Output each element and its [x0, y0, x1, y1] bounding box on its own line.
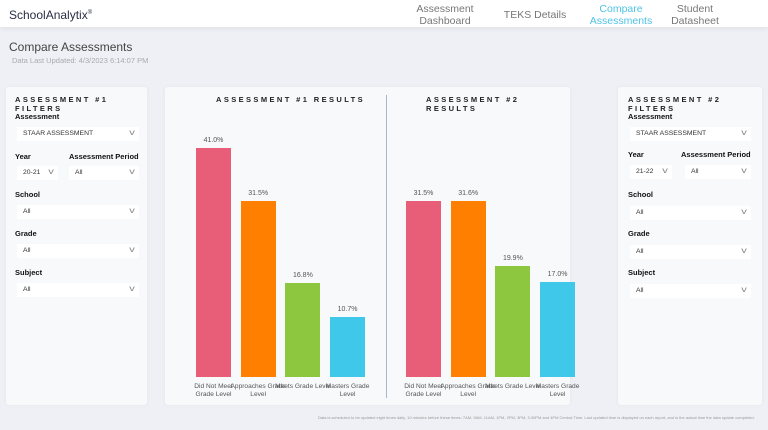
brand-logo[interactable]: SchoolAnalytix® [9, 8, 92, 22]
data-label: 19.9% [502, 254, 523, 262]
selected-value: All [636, 248, 644, 255]
bar-1-2[interactable] [240, 201, 276, 377]
nav-compare-assessments[interactable]: Compare Assessments [589, 3, 653, 27]
bar-2-1[interactable] [406, 201, 441, 377]
subject-select[interactable]: All v [17, 283, 139, 297]
selected-value: All [636, 209, 644, 216]
chevron-down-icon: v [129, 284, 135, 293]
bar-2-3[interactable] [495, 265, 531, 377]
nav-teks-details[interactable]: TEKS Details [503, 9, 567, 21]
assessment-period-label: Assessment Period [681, 150, 751, 159]
assessment-period-select[interactable]: All v [69, 166, 139, 180]
page-title: Compare Assessments [9, 40, 133, 54]
grade-label: Grade [15, 229, 37, 238]
selected-value: All [636, 287, 644, 294]
chevron-down-icon: v [129, 167, 135, 176]
chevron-down-icon: v [741, 128, 747, 137]
year-label: Year [628, 150, 644, 159]
grade-select[interactable]: All v [17, 244, 139, 258]
chevron-down-icon: v [662, 166, 668, 175]
assessment-period-select[interactable]: All v [685, 165, 751, 179]
year-select[interactable]: 21-22 v [630, 165, 672, 179]
year-label: Year [15, 152, 31, 161]
chevron-down-icon: v [48, 167, 54, 176]
chevron-down-icon: v [741, 166, 747, 175]
category-label: Did Not Meet Grade Level [194, 383, 233, 398]
category-label: Meets Grade Level [275, 383, 331, 390]
subject-label: Subject [628, 268, 656, 277]
subject-label: Subject [15, 268, 43, 277]
bar-2-2[interactable] [450, 200, 486, 377]
grade-select[interactable]: All v [630, 245, 751, 259]
selected-value: All [23, 247, 31, 254]
selected-value: 21-22 [636, 168, 654, 175]
chevron-down-icon: v [129, 128, 135, 137]
bar-1-3[interactable] [285, 283, 321, 377]
school-label: School [15, 190, 41, 199]
chart-divider [386, 95, 387, 398]
panel-title: ASSESSMENT #1 FILTERS [15, 95, 109, 113]
category-label: Meets Grade Level [485, 383, 541, 390]
school-select[interactable]: All v [17, 205, 139, 219]
last-updated: Data Last Updated: 4/3/2023 6:14:07 PM [12, 56, 149, 65]
assessment-1-filters-panel: ASSESSMENT #1 FILTERS Assessment STAAR A… [6, 87, 147, 405]
category-label: Masters Grade Level [535, 383, 580, 398]
subject-select[interactable]: All v [630, 284, 751, 298]
bar-1-1[interactable] [196, 148, 231, 377]
nav-assessment-dashboard[interactable]: Assessment Dashboard [416, 3, 474, 27]
data-label: 31.5% [248, 190, 269, 198]
school-select[interactable]: All v [630, 206, 751, 220]
assessment-2-filters-panel: ASSESSMENT #2 FILTERS Assessment STAAR A… [618, 87, 762, 405]
bar-1-4[interactable] [330, 317, 366, 377]
category-label: Did Not Meet Grade Level [404, 383, 443, 398]
assessment-label: Assessment [628, 112, 673, 121]
bar-2-4[interactable] [540, 282, 576, 377]
results-charts-panel: ASSESSMENT #1 RESULTS ASSESSMENT #2 RESU… [165, 87, 579, 405]
school-label: School [628, 190, 654, 199]
assessment-label: Assessment [15, 112, 60, 121]
data-label: 31.5% [413, 190, 434, 198]
panel-title: ASSESSMENT #2 FILTERS [628, 95, 722, 113]
assessment-select[interactable]: STAAR ASSESSMENT v [630, 127, 751, 141]
selected-value: All [23, 286, 31, 293]
data-label: 17.0% [547, 271, 568, 279]
footer-note: Data is scheduled to be updated eight ti… [318, 415, 755, 420]
category-label: Approaches Grade Level [440, 383, 496, 398]
selected-value: All [75, 169, 83, 176]
category-label: Approaches Grade Level [230, 383, 286, 398]
grade-label: Grade [628, 229, 650, 238]
year-select[interactable]: 20-21 v [17, 166, 58, 180]
chevron-down-icon: v [129, 245, 135, 254]
selected-value: All [691, 168, 699, 175]
data-label: 31.6% [458, 189, 479, 197]
selected-value: STAAR ASSESSMENT [636, 130, 707, 137]
assessment-select[interactable]: STAAR ASSESSMENT v [17, 127, 139, 141]
registered-mark: ® [87, 10, 93, 16]
nav-student-datasheet[interactable]: Student Datasheet [671, 3, 719, 27]
top-header: SchoolAnalytix® Assessment Dashboard TEK… [0, 0, 768, 27]
data-label: 10.7% [337, 306, 358, 314]
chevron-down-icon: v [741, 246, 747, 255]
data-label: 41.0% [203, 137, 224, 144]
data-label: 16.8% [292, 272, 313, 280]
selected-value: All [23, 208, 31, 215]
chevron-down-icon: v [741, 285, 747, 294]
selected-value: 20-21 [23, 169, 41, 176]
category-label: Masters Grade Level [325, 383, 370, 398]
chart-2-title: ASSESSMENT #2 RESULTS [426, 95, 520, 113]
chart-1-title: ASSESSMENT #1 RESULTS [216, 95, 366, 104]
chevron-down-icon: v [741, 207, 747, 216]
assessment-period-label: Assessment Period [69, 152, 139, 161]
chevron-down-icon: v [129, 206, 135, 215]
brand-name: SchoolAnalytix [9, 8, 88, 22]
selected-value: STAAR ASSESSMENT [23, 130, 94, 137]
